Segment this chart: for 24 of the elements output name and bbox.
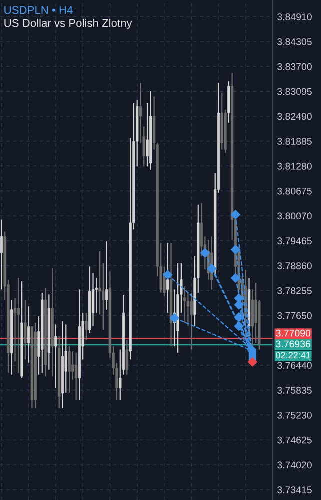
y-tick-label: 3.75230 [278,412,312,419]
y-tick-label: 3.81280 [278,162,312,170]
y-tick-label: 3.74020 [278,462,312,469]
ref-line-label: 3.76936 [276,340,310,348]
y-tick-label: 3.74625 [278,436,312,444]
y-tick-label: 3.78255 [278,287,312,294]
y-tick-label: 3.76440 [278,362,312,370]
y-tick-label: 3.84910 [278,14,312,20]
y-tick-label: 3.77650 [278,312,312,320]
y-tick-label: 3.84305 [278,38,312,46]
ref-line-label: 3.77090 [276,330,311,337]
text: US Dollar vs Polish Zlotny [4,19,132,30]
y-tick-label: 3.75835 [278,387,312,394]
y-tick-label: 3.82490 [278,113,312,120]
y-tick-label: 3.80070 [278,212,312,220]
y-tick-label: 3.81885 [278,138,312,145]
y-tick-label: 3.83700 [278,63,312,70]
y-tick-label: 3.80675 [278,188,312,195]
chart-title: USDPLN • H4 [4,6,73,14]
y-tick-label: 3.78860 [278,262,312,270]
text: 02:22:41 [276,352,310,359]
y-tick-label: 3.73415 [278,486,312,494]
y-tick-label: 3.79465 [278,238,312,245]
y-tick-label: 3.83095 [278,88,312,96]
